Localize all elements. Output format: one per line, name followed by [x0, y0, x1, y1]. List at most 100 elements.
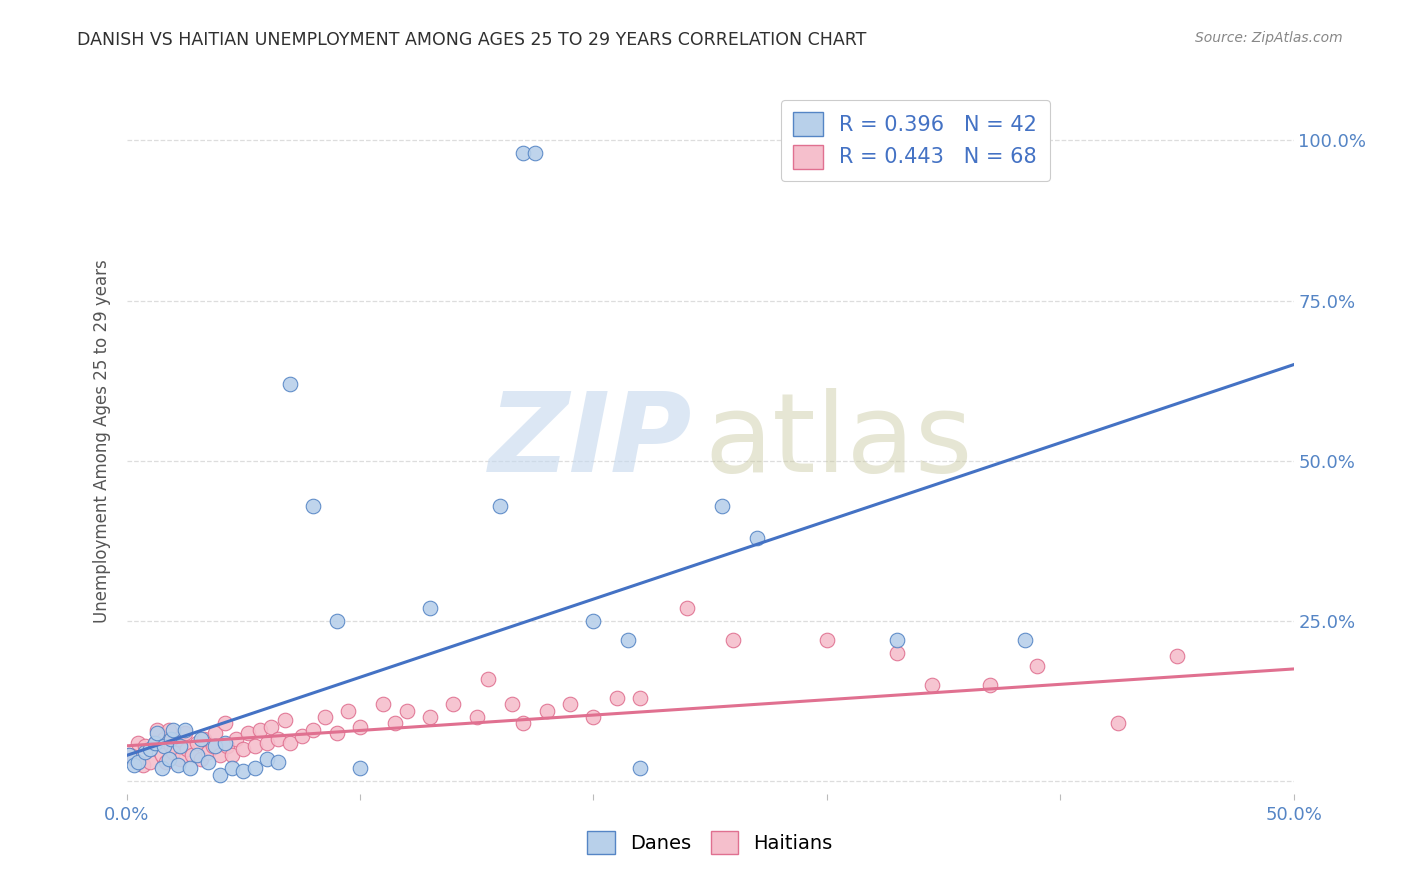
- Point: [628, 690, 651, 705]
- Point: [232, 764, 254, 779]
- Point: [214, 736, 236, 750]
- Point: [489, 499, 512, 513]
- Point: [167, 758, 190, 772]
- Point: [190, 732, 212, 747]
- Point: [190, 751, 212, 765]
- Text: DANISH VS HAITIAN UNEMPLOYMENT AMONG AGES 25 TO 29 YEARS CORRELATION CHART: DANISH VS HAITIAN UNEMPLOYMENT AMONG AGE…: [77, 31, 866, 49]
- Point: [886, 633, 908, 648]
- Point: [523, 146, 546, 161]
- Point: [419, 710, 441, 724]
- Point: [278, 376, 301, 391]
- Point: [249, 723, 271, 737]
- Point: [236, 726, 259, 740]
- Point: [118, 748, 141, 763]
- Point: [174, 723, 197, 737]
- Point: [169, 751, 191, 765]
- Point: [208, 767, 231, 781]
- Point: [815, 633, 838, 648]
- Point: [243, 739, 266, 753]
- Point: [290, 729, 312, 743]
- Point: [197, 745, 219, 759]
- Point: [139, 742, 162, 756]
- Point: [628, 761, 651, 775]
- Point: [153, 739, 176, 753]
- Point: [134, 739, 156, 753]
- Point: [1108, 716, 1130, 731]
- Point: [143, 736, 166, 750]
- Point: [302, 499, 325, 513]
- Point: [501, 697, 523, 711]
- Point: [122, 758, 145, 772]
- Point: [477, 672, 499, 686]
- Point: [349, 761, 371, 775]
- Point: [201, 739, 224, 753]
- Point: [314, 710, 336, 724]
- Point: [1014, 633, 1036, 648]
- Point: [157, 723, 180, 737]
- Point: [134, 745, 156, 759]
- Point: [160, 739, 183, 753]
- Point: [169, 739, 191, 753]
- Point: [132, 758, 155, 772]
- Point: [617, 633, 640, 648]
- Point: [558, 697, 581, 711]
- Point: [723, 633, 745, 648]
- Point: [274, 713, 297, 727]
- Point: [886, 646, 908, 660]
- Point: [204, 726, 226, 740]
- Point: [349, 720, 371, 734]
- Point: [146, 723, 169, 737]
- Point: [176, 742, 198, 756]
- Point: [302, 723, 325, 737]
- Point: [745, 531, 768, 545]
- Point: [122, 751, 145, 765]
- Point: [675, 601, 697, 615]
- Point: [143, 736, 166, 750]
- Point: [243, 761, 266, 775]
- Text: Source: ZipAtlas.com: Source: ZipAtlas.com: [1195, 31, 1343, 45]
- Point: [267, 732, 290, 747]
- Point: [325, 726, 347, 740]
- Point: [186, 748, 208, 763]
- Point: [139, 755, 162, 769]
- Point: [256, 736, 278, 750]
- Point: [606, 690, 628, 705]
- Point: [186, 736, 208, 750]
- Point: [221, 748, 243, 763]
- Point: [278, 736, 301, 750]
- Point: [193, 732, 215, 747]
- Point: [260, 720, 283, 734]
- Point: [208, 748, 231, 763]
- Point: [157, 751, 180, 765]
- Point: [204, 739, 226, 753]
- Point: [179, 761, 201, 775]
- Point: [384, 716, 406, 731]
- Text: ZIP: ZIP: [489, 388, 693, 495]
- Point: [582, 614, 605, 628]
- Point: [215, 739, 238, 753]
- Point: [225, 732, 247, 747]
- Point: [921, 678, 943, 692]
- Point: [465, 710, 488, 724]
- Point: [127, 736, 149, 750]
- Point: [582, 710, 605, 724]
- Point: [197, 755, 219, 769]
- Point: [256, 751, 278, 765]
- Point: [150, 761, 173, 775]
- Point: [512, 146, 534, 161]
- Point: [1025, 658, 1047, 673]
- Point: [325, 614, 347, 628]
- Point: [441, 697, 464, 711]
- Point: [162, 745, 184, 759]
- Point: [337, 704, 360, 718]
- Point: [1166, 649, 1188, 664]
- Point: [232, 742, 254, 756]
- Point: [162, 723, 184, 737]
- Point: [267, 755, 290, 769]
- Point: [150, 748, 173, 763]
- Point: [221, 761, 243, 775]
- Point: [512, 716, 534, 731]
- Point: [214, 716, 236, 731]
- Point: [395, 704, 418, 718]
- Point: [373, 697, 395, 711]
